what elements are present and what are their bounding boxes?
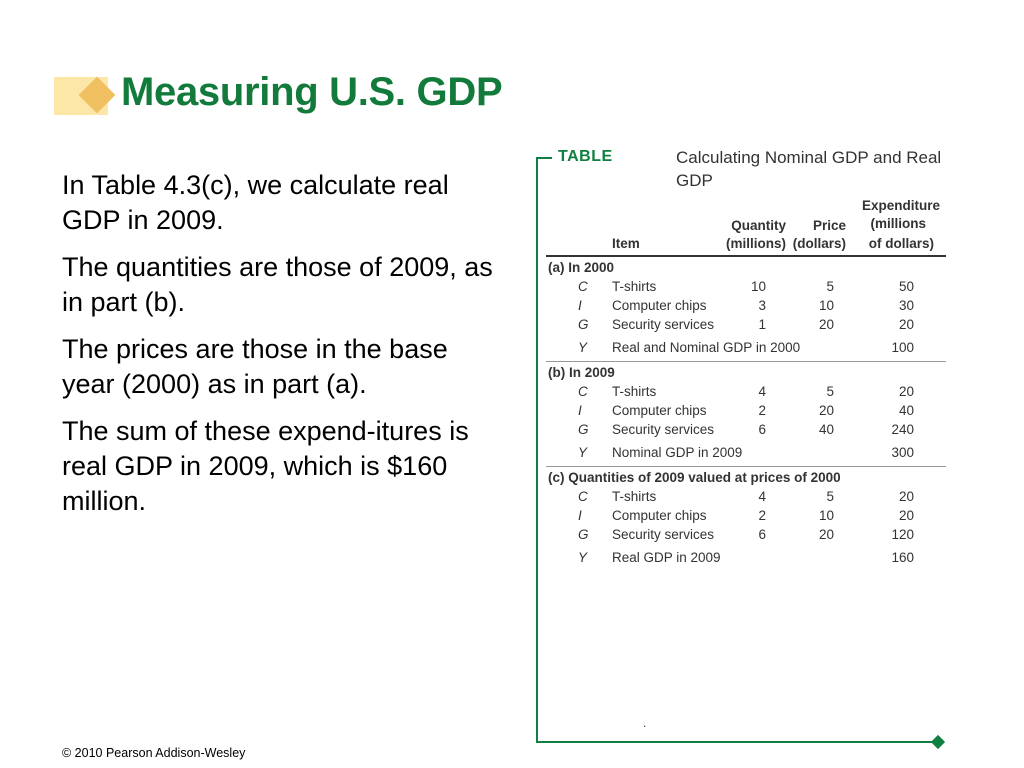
header-price-unit: (dollars) [792, 236, 846, 251]
section-rule [546, 361, 946, 362]
bullet-list: In Table 4.3(c), we calculate real GDP i… [62, 168, 502, 531]
header-expenditure-unit-2: of dollars) [868, 236, 934, 251]
row-quantity: 1 [758, 317, 766, 332]
row-item: Real and Nominal GDP in 2000 [612, 340, 801, 355]
header-price: Price [812, 218, 846, 233]
row-price: 5 [826, 384, 834, 399]
row-code: C [578, 279, 588, 294]
stray-dot: . [643, 716, 647, 730]
table-frame-left [536, 157, 538, 743]
table-total-row: Y Real and Nominal GDP in 2000 100 [546, 338, 946, 357]
table-row: I Computer chips 2 10 20 [546, 506, 946, 525]
gdp-table: Item Quantity (millions) Price (dollars)… [546, 195, 946, 567]
row-code: G [578, 527, 589, 542]
header-quantity-unit: (millions) [726, 236, 786, 251]
row-expenditure: 240 [891, 422, 914, 437]
row-price: 20 [818, 527, 834, 542]
row-quantity: 4 [758, 489, 766, 504]
row-price: 10 [818, 508, 834, 523]
row-item: Real GDP in 2009 [612, 550, 721, 565]
table-total-row: Y Nominal GDP in 2009 300 [546, 443, 946, 462]
table-frame-bottom [536, 741, 936, 743]
table-row: C T-shirts 10 5 50 [546, 277, 946, 296]
row-quantity: 10 [750, 279, 766, 294]
table-frame-top [536, 157, 552, 159]
slide-title: Measuring U.S. GDP [121, 70, 503, 114]
row-code: G [578, 317, 589, 332]
row-code: G [578, 422, 589, 437]
row-price: 10 [818, 298, 834, 313]
row-code: Y [578, 445, 588, 460]
row-item: Computer chips [612, 298, 707, 313]
row-code: I [578, 508, 582, 523]
row-price: 5 [826, 489, 834, 504]
row-quantity: 4 [758, 384, 766, 399]
bullet-text: The sum of these expend-itures is real G… [62, 416, 469, 516]
row-item: Computer chips [612, 508, 707, 523]
table-frame-diamond [930, 734, 946, 750]
row-expenditure: 50 [898, 279, 914, 294]
row-item: T-shirts [612, 489, 657, 504]
row-item: Security services [612, 317, 715, 332]
table-row: I Computer chips 3 10 30 [546, 296, 946, 315]
table-caption: Calculating Nominal GDP and Real GDP [676, 148, 942, 190]
header-expenditure-unit-1: (millions [870, 216, 926, 231]
row-expenditure: 120 [891, 527, 914, 542]
row-quantity: 2 [758, 403, 766, 418]
row-price: 20 [818, 403, 834, 418]
table-tag: TABLE [558, 148, 613, 165]
row-item: Computer chips [612, 403, 707, 418]
row-expenditure: 30 [898, 298, 914, 313]
section-label: (b) In 2009 [548, 365, 615, 380]
row-expenditure: 40 [898, 403, 914, 418]
row-expenditure: 20 [898, 489, 914, 504]
row-quantity: 3 [758, 298, 766, 313]
row-code: C [578, 384, 588, 399]
row-item: Security services [612, 527, 715, 542]
bullet-text: The prices are those in the base year (2… [62, 334, 448, 399]
table-total-row: Y Real GDP in 2009 160 [546, 548, 946, 567]
row-code: Y [578, 340, 588, 355]
row-price: 5 [826, 279, 834, 294]
table-header: Item Quantity (millions) Price (dollars)… [546, 195, 946, 255]
row-code: I [578, 298, 582, 313]
row-quantity: 6 [758, 527, 766, 542]
row-price: 40 [818, 422, 834, 437]
row-code: I [578, 403, 582, 418]
header-expenditure: Expenditure [861, 198, 940, 213]
row-item: Security services [612, 422, 715, 437]
section-rule [546, 466, 946, 467]
row-item: Nominal GDP in 2009 [612, 445, 743, 460]
row-quantity: 6 [758, 422, 766, 437]
copyright-footer: © 2010 Pearson Addison-Wesley [62, 746, 246, 760]
bullet-text: The quantities are those of 2009, as in … [62, 252, 493, 317]
table-row: C T-shirts 4 5 20 [546, 487, 946, 506]
row-expenditure: 300 [891, 445, 914, 460]
table-row: C T-shirts 4 5 20 [546, 382, 946, 401]
row-code: C [578, 489, 588, 504]
table-row: G Security services 6 40 240 [546, 420, 946, 439]
row-item: T-shirts [612, 279, 657, 294]
row-quantity: 2 [758, 508, 766, 523]
row-expenditure: 20 [898, 384, 914, 399]
table-row: G Security services 6 20 120 [546, 525, 946, 544]
header-rule [546, 255, 946, 257]
row-expenditure: 20 [898, 508, 914, 523]
row-expenditure: 160 [891, 550, 914, 565]
header-quantity: Quantity [731, 218, 786, 233]
section-label: (c) Quantities of 2009 valued at prices … [548, 470, 841, 485]
table-row: I Computer chips 2 20 40 [546, 401, 946, 420]
row-price: 20 [818, 317, 834, 332]
row-item: T-shirts [612, 384, 657, 399]
bullet-text: In Table 4.3(c), we calculate real GDP i… [62, 170, 449, 235]
table-row: G Security services 1 20 20 [546, 315, 946, 334]
section-label: (a) In 2000 [548, 260, 615, 275]
row-expenditure: 20 [898, 317, 914, 332]
row-expenditure: 100 [891, 340, 914, 355]
row-code: Y [578, 550, 588, 565]
header-item: Item [612, 236, 640, 251]
